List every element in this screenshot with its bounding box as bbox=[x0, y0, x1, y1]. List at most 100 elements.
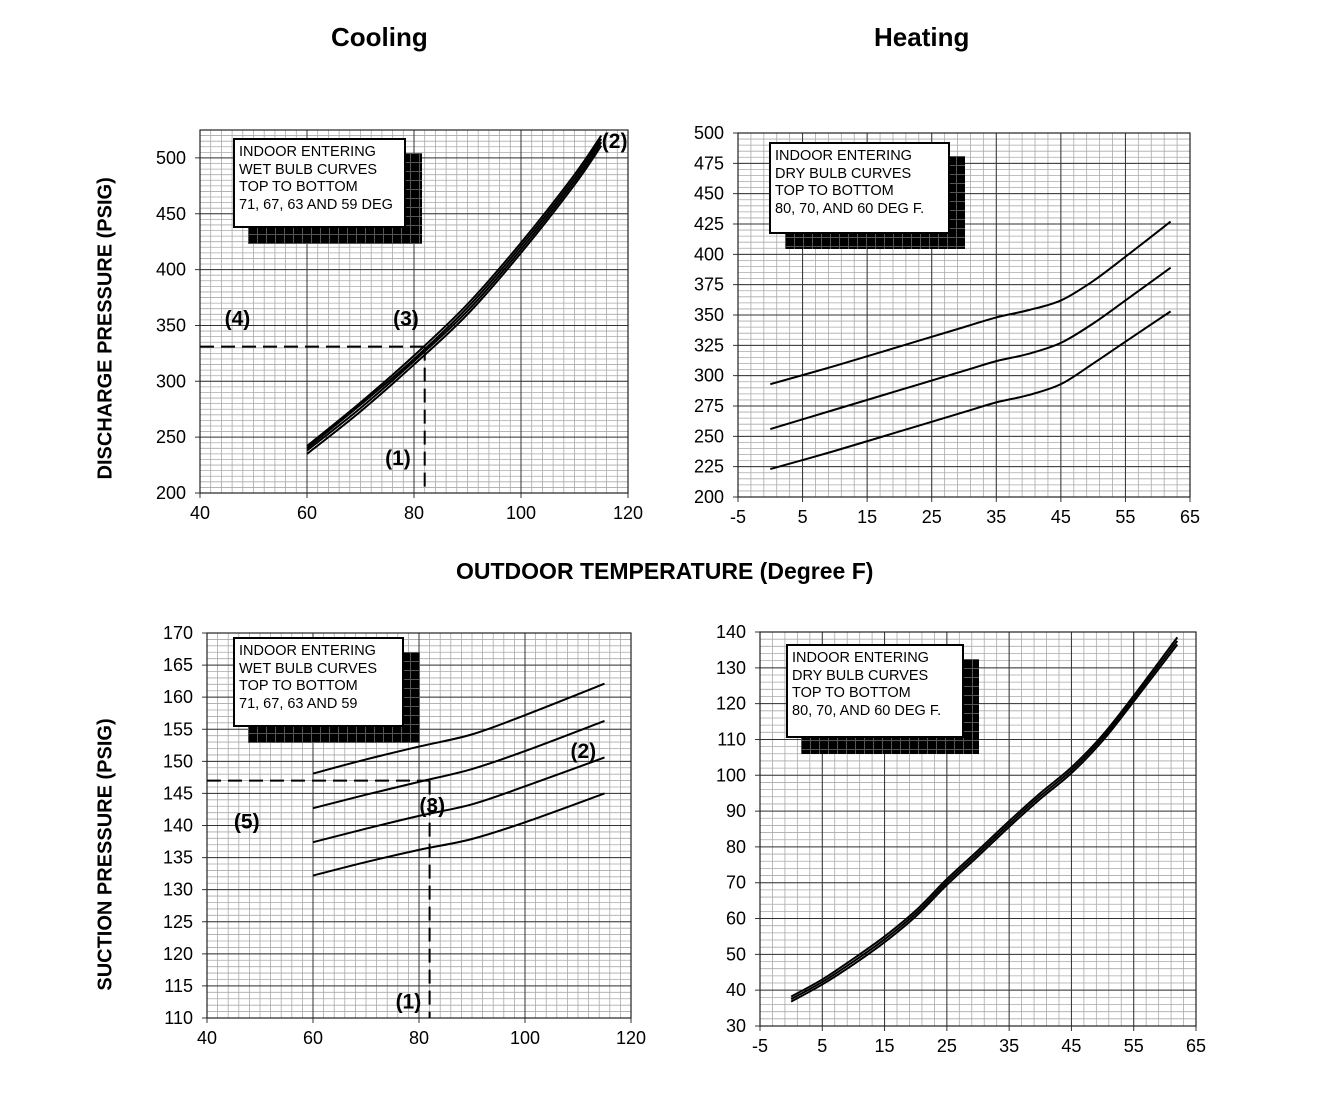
y-tick-label: 130 bbox=[716, 658, 746, 678]
y-tick-label: 300 bbox=[694, 366, 724, 386]
x-tick-label: 45 bbox=[1051, 507, 1071, 527]
series-line-67 bbox=[312, 719, 605, 810]
plot-frame bbox=[199, 129, 629, 494]
x-tick-label: 35 bbox=[999, 1036, 1019, 1056]
y-tick-label: 375 bbox=[694, 275, 724, 295]
annotation-label: (2) bbox=[570, 740, 596, 763]
x-tick-label: 100 bbox=[506, 503, 536, 523]
legend-line: INDOOR ENTERING bbox=[792, 650, 929, 666]
series-line-67 bbox=[306, 138, 603, 450]
y-tick-label: 145 bbox=[163, 783, 193, 803]
x-tick-label: 55 bbox=[1115, 507, 1135, 527]
suction-y-axis-title: SUCTION PRESSURE (PSIG) bbox=[94, 718, 117, 991]
y-tick-label: 450 bbox=[156, 204, 186, 224]
y-tick-label: 140 bbox=[163, 816, 193, 836]
plot-frame bbox=[759, 631, 1197, 1027]
x-tick-label: 60 bbox=[303, 1028, 323, 1048]
y-tick-label: 300 bbox=[156, 371, 186, 391]
x-tick-label: -5 bbox=[752, 1036, 768, 1056]
x-tick-label: 15 bbox=[857, 507, 877, 527]
legend-line: WET BULB CURVES bbox=[239, 660, 378, 677]
legend-line: 71, 67, 63 AND 59 bbox=[239, 695, 358, 712]
legend-line: DRY BULB CURVES bbox=[775, 165, 912, 182]
y-tick-label: 400 bbox=[156, 260, 186, 280]
x-tick-label: 120 bbox=[616, 1028, 646, 1048]
y-tick-label: 90 bbox=[726, 801, 746, 821]
plot-frame bbox=[737, 132, 1191, 498]
legend-line: 71, 67, 63 AND 59 DEG bbox=[239, 196, 393, 213]
series-line-59 bbox=[312, 792, 605, 877]
legend-box: INDOOR ENTERING DRY BULB CURVES TOP TO B… bbox=[769, 142, 950, 234]
annotation-label: (5) bbox=[234, 811, 260, 834]
annotation-label: (2) bbox=[602, 130, 628, 153]
x-tick-label: 65 bbox=[1180, 507, 1200, 527]
heating-title: Heating bbox=[874, 22, 970, 52]
legend-box: INDOOR ENTERING WET BULB CURVES TOP TO B… bbox=[233, 637, 404, 727]
y-tick-label: 275 bbox=[694, 396, 724, 416]
annotation-label: (1) bbox=[385, 447, 411, 470]
x-tick-label: 5 bbox=[817, 1036, 827, 1056]
y-tick-label: 110 bbox=[164, 1008, 193, 1028]
series-line-60 bbox=[770, 310, 1172, 471]
annotation-label: (3) bbox=[393, 307, 419, 330]
y-tick-label: 150 bbox=[163, 751, 193, 771]
y-tick-label: 400 bbox=[694, 244, 724, 264]
x-tick-label: -5 bbox=[730, 507, 746, 527]
y-tick-label: 80 bbox=[726, 837, 746, 857]
y-tick-label: 40 bbox=[726, 980, 746, 1000]
y-tick-label: 475 bbox=[694, 153, 724, 173]
legend-line: TOP TO BOTTOM bbox=[792, 685, 911, 701]
annotation-label: (1) bbox=[396, 990, 422, 1013]
y-tick-label: 250 bbox=[694, 426, 724, 446]
x-tick-label: 80 bbox=[404, 503, 424, 523]
y-tick-label: 60 bbox=[726, 909, 746, 929]
series-line-71 bbox=[306, 135, 603, 447]
y-tick-label: 70 bbox=[726, 873, 746, 893]
annotation-label: (3) bbox=[419, 795, 445, 818]
plot-frame bbox=[206, 632, 632, 1019]
series-line-60 bbox=[790, 643, 1179, 1003]
series-line-80 bbox=[770, 220, 1172, 386]
x-tick-label: 45 bbox=[1061, 1036, 1081, 1056]
y-tick-label: 155 bbox=[163, 719, 193, 739]
x-tick-label: 40 bbox=[190, 503, 210, 523]
y-tick-label: 125 bbox=[163, 912, 193, 932]
y-tick-label: 30 bbox=[726, 1016, 746, 1036]
legend-box: INDOOR ENTERING WET BULB CURVES TOP TO B… bbox=[233, 138, 406, 228]
y-tick-label: 425 bbox=[694, 214, 724, 234]
x-tick-label: 80 bbox=[409, 1028, 429, 1048]
y-tick-label: 115 bbox=[164, 976, 193, 996]
y-tick-label: 140 bbox=[716, 622, 746, 642]
series-line-70 bbox=[769, 266, 1172, 431]
y-tick-label: 225 bbox=[694, 457, 724, 477]
y-tick-label: 100 bbox=[716, 765, 746, 785]
y-tick-label: 500 bbox=[156, 148, 186, 168]
x-tick-label: 60 bbox=[297, 503, 317, 523]
y-tick-label: 110 bbox=[717, 729, 746, 749]
series-line-63 bbox=[312, 756, 605, 844]
series-line-59 bbox=[306, 145, 603, 455]
y-tick-label: 160 bbox=[163, 687, 193, 707]
series-line-80 bbox=[790, 636, 1179, 998]
legend-line: WET BULB CURVES bbox=[239, 161, 378, 178]
legend-line: INDOOR ENTERING bbox=[775, 148, 912, 164]
legend-line: TOP TO BOTTOM bbox=[239, 678, 358, 694]
discharge-y-axis-title: DISCHARGE PRESSURE (PSIG) bbox=[94, 177, 117, 480]
series-line-71 bbox=[312, 682, 605, 775]
legend-box: INDOOR ENTERING DRY BULB CURVES TOP TO B… bbox=[786, 644, 964, 738]
y-tick-label: 350 bbox=[156, 315, 186, 335]
x-axis-title: OUTDOOR TEMPERATURE (Degree F) bbox=[456, 558, 874, 584]
legend-line: INDOOR ENTERING bbox=[239, 643, 376, 659]
y-tick-label: 120 bbox=[716, 694, 746, 714]
x-tick-label: 100 bbox=[510, 1028, 540, 1048]
y-tick-label: 200 bbox=[694, 487, 724, 507]
x-tick-label: 5 bbox=[798, 507, 808, 527]
y-tick-label: 500 bbox=[694, 123, 724, 143]
y-tick-label: 135 bbox=[163, 848, 193, 868]
series-line-63 bbox=[306, 141, 603, 452]
x-tick-label: 65 bbox=[1186, 1036, 1206, 1056]
x-tick-label: 120 bbox=[613, 503, 643, 523]
y-tick-label: 120 bbox=[163, 944, 193, 964]
x-tick-label: 35 bbox=[986, 507, 1006, 527]
